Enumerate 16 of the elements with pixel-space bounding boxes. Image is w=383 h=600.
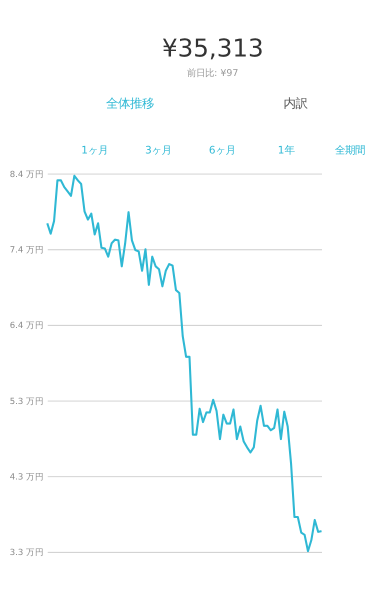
text: 全体推移 bbox=[106, 96, 154, 110]
y-tick-label: 3.3 万円 bbox=[10, 548, 44, 558]
chart-title: ¥35,313 bbox=[162, 33, 264, 62]
text: 1ヶ月 bbox=[81, 144, 108, 157]
y-tick-label: 6.4 万円 bbox=[10, 321, 44, 332]
line-series bbox=[46, 174, 323, 552]
y-tick-label: 4.3 万円 bbox=[10, 472, 44, 483]
y-tick-label: 5.3 万円 bbox=[10, 396, 44, 407]
text: 1年 bbox=[278, 144, 294, 157]
y-tick-label: 7.4 万円 bbox=[10, 246, 44, 256]
text: 6ヶ月 bbox=[208, 144, 236, 157]
y-tick-label: 8.4 万円 bbox=[10, 170, 44, 180]
chart-subtitle: 前日比: ¥97 bbox=[187, 68, 238, 80]
text: 全期間 bbox=[334, 144, 365, 157]
text: 内訳 bbox=[284, 96, 308, 110]
text: 3ヶ月 bbox=[145, 144, 172, 157]
